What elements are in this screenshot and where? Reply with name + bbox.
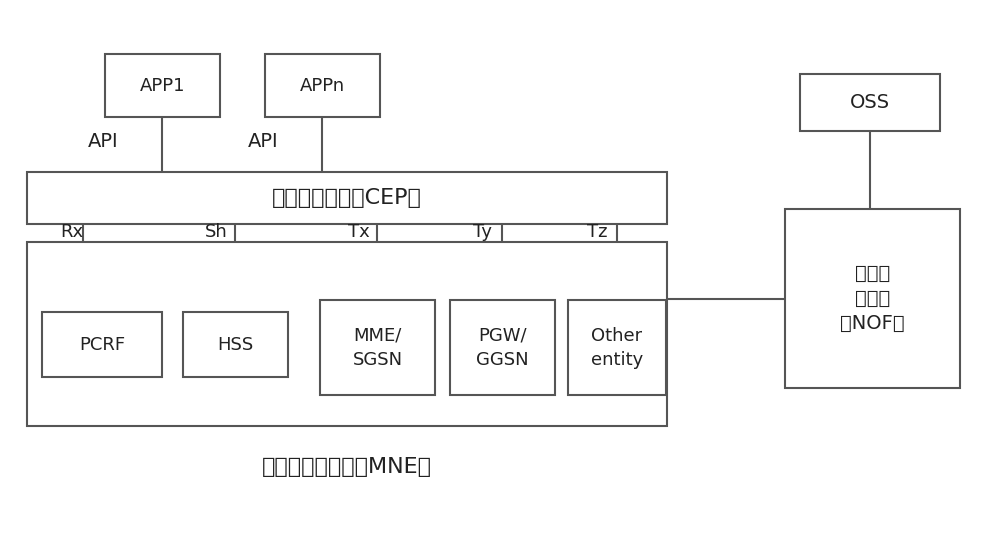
Text: MME/
SGSN: MME/ SGSN [352,327,403,369]
Text: Other
entity: Other entity [591,327,643,369]
Bar [450,300,555,395]
Text: Ty: Ty [473,223,492,242]
Bar [320,300,435,395]
Text: Rx: Rx [60,223,83,242]
Text: API: API [247,132,278,150]
Text: APPn: APPn [300,77,345,94]
Text: HSS: HSS [217,336,254,354]
Text: 移动网络及网元（MNE）: 移动网络及网元（MNE） [262,457,432,477]
Bar [27,172,667,224]
Text: API: API [87,132,118,150]
Bar [568,300,666,395]
Text: Sh: Sh [205,223,228,242]
Text: Tx: Tx [348,223,370,242]
Text: 网络编
排功能
（NOF）: 网络编 排功能 （NOF） [840,264,905,333]
Text: APP1: APP1 [140,77,185,94]
Bar [785,209,960,388]
Text: PCRF: PCRF [79,336,125,354]
Bar [183,312,288,377]
Bar [265,54,380,117]
Text: PGW/
GGSN: PGW/ GGSN [476,327,529,369]
Bar [105,54,220,117]
Bar [42,312,162,377]
Bar [27,242,667,426]
Text: 能力开放平台（CEP）: 能力开放平台（CEP） [272,188,422,208]
Text: OSS: OSS [850,93,890,112]
Text: Tz: Tz [587,223,608,242]
Bar [800,74,940,131]
